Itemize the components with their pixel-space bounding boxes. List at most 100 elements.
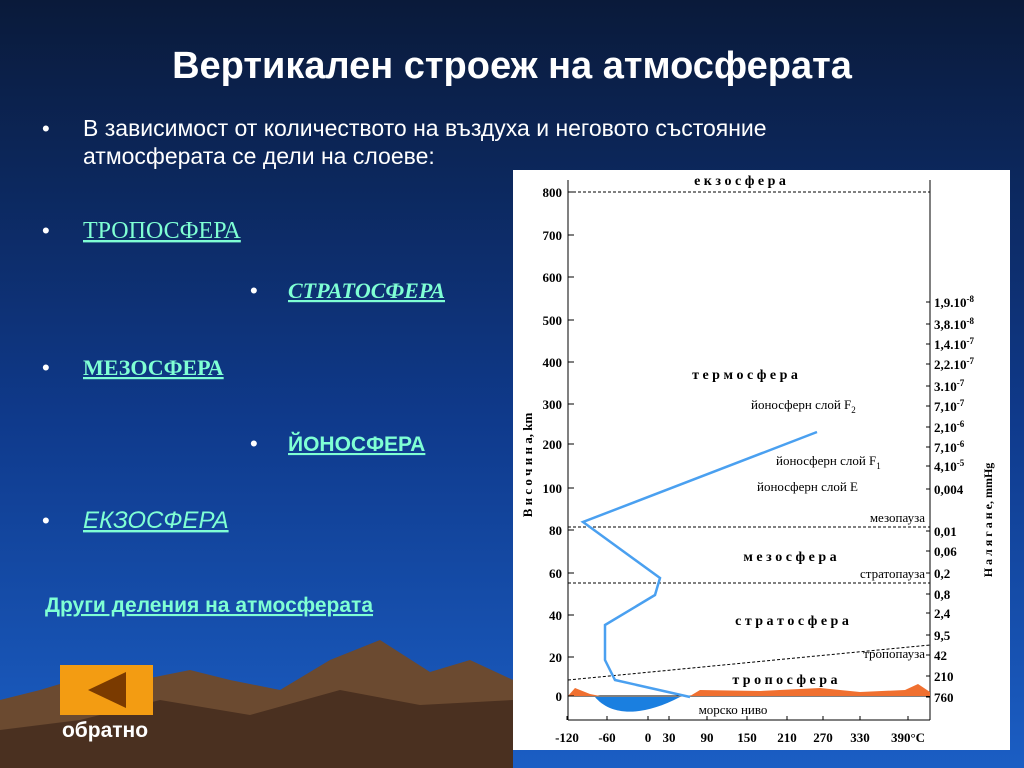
x-tick-label: 90 xyxy=(701,730,714,745)
pressure-label-text: 2,10 xyxy=(934,420,957,435)
pressure-label: 2,4 xyxy=(934,606,951,621)
layer-label-text: йоносферн слой F xyxy=(776,453,876,468)
layer-label-text: т р о п о с ф е р а xyxy=(732,673,837,688)
layer-label-text: тропопауза xyxy=(863,646,925,661)
y-tick-label: 200 xyxy=(543,437,563,452)
pressure-label: 7,10-6 xyxy=(934,439,965,455)
intro-text: В зависимост от количеството на въздуха … xyxy=(83,115,767,141)
link[interactable]: ЕКЗОСФЕРА xyxy=(83,507,229,534)
layer-label: т р о п о с ф е р а xyxy=(732,673,837,688)
pressure-label-sup: -5 xyxy=(957,458,965,468)
diagram: В и с о ч и н а, km Н а л я г а н е, mmH… xyxy=(513,170,1010,750)
pressure-label-text: 2,2.10 xyxy=(934,357,967,372)
layer-label-text: йоносферн слой F xyxy=(751,397,851,412)
pressure-label: 2,10-6 xyxy=(934,419,965,435)
pressure-label-text: 3.10 xyxy=(934,379,957,394)
pressure-axis-label: Н а л я г а н е, mmHg xyxy=(981,463,995,578)
temperature-curve xyxy=(580,430,818,699)
layer-label-text: м е з о с ф е р а xyxy=(743,550,836,565)
bullet: • xyxy=(42,116,50,141)
ground xyxy=(568,684,930,696)
pressure-label-text: 7,10 xyxy=(934,399,957,414)
layer-label: стратопауза xyxy=(860,566,925,581)
pressure-label: 760 xyxy=(934,690,954,705)
pressure-label: 0,06 xyxy=(934,544,957,559)
link[interactable]: Други деления на атмосферата xyxy=(45,594,373,617)
x-tick-label: 210 xyxy=(777,730,797,745)
pressure-label: 1,9.10-8 xyxy=(934,294,974,310)
intro-text: атмосферата се дели на слоеве: xyxy=(83,143,435,169)
y-tick-label: 0 xyxy=(556,689,563,704)
pressure-label-text: 3,8.10 xyxy=(934,317,967,332)
pressure-label-text: 0,2 xyxy=(934,566,950,581)
pressure-label-text: 210 xyxy=(934,669,954,684)
y-tick-label: 40 xyxy=(549,608,562,623)
y-tick-label: 20 xyxy=(549,650,562,665)
layer-label: йоносферн слой F1 xyxy=(776,453,881,471)
x-tick-label: 30 xyxy=(663,730,676,745)
pressure-label-sup: -8 xyxy=(967,316,975,326)
link[interactable]: ЙОНОСФЕРА xyxy=(288,432,425,456)
x-tick-label: 270 xyxy=(813,730,833,745)
pressure-label-sup: -7 xyxy=(957,398,965,408)
x-tick-label: 330 xyxy=(850,730,870,745)
layer-label-text: е к з о с ф е р а xyxy=(694,174,786,189)
pressure-label: 7,10-7 xyxy=(934,398,965,414)
pressure-label-sup: -8 xyxy=(967,294,975,304)
pressure-label-text: 1,4.10 xyxy=(934,337,967,352)
pressure-label-text: 9,5 xyxy=(934,628,951,643)
boundary xyxy=(567,644,931,681)
layer-label-text: с т р а т о с ф е р а xyxy=(735,614,849,629)
pressure-label: 4,10-5 xyxy=(934,458,965,474)
pressure-label-text: 760 xyxy=(934,690,954,705)
pressure-label: 0,004 xyxy=(934,482,964,497)
pressure-label: 9,5 xyxy=(934,628,951,643)
x-tick-label: -120 xyxy=(555,730,579,745)
pressure-label-sup: -7 xyxy=(967,356,975,366)
layer-label-sub: 2 xyxy=(851,405,856,415)
link[interactable]: МЕЗОСФЕРА xyxy=(83,355,224,380)
y-tick-label: 100 xyxy=(543,481,563,496)
layer-label: с т р а т о с ф е р а xyxy=(735,614,849,629)
y-tick-label: 800 xyxy=(543,185,563,200)
pressure-label-text: 0,004 xyxy=(934,482,964,497)
x-tick-label: 150 xyxy=(737,730,757,745)
x-tick-label: 0 xyxy=(645,730,652,745)
layer-label-text: т е р м о с ф е р а xyxy=(692,368,798,383)
pressure-label-text: 1,9.10 xyxy=(934,295,967,310)
pressure-label: 42 xyxy=(934,648,947,663)
y-tick-label: 700 xyxy=(543,228,563,243)
layer-label-sub: 1 xyxy=(876,461,881,471)
bullet: • xyxy=(42,355,50,380)
link[interactable]: СТРАТОСФЕРА xyxy=(288,278,445,303)
pressure-label-text: 0,8 xyxy=(934,587,951,602)
pressure-label: 0,2 xyxy=(934,566,950,581)
layer-label: йоносферн слой Е xyxy=(757,479,858,494)
y-tick-label: 300 xyxy=(543,397,563,412)
layer-label: мезопауза xyxy=(870,510,925,525)
layer-label: тропопауза xyxy=(863,646,925,661)
sea xyxy=(595,697,680,712)
x-tick-label: 390°C xyxy=(891,730,925,745)
pressure-label-text: 0,01 xyxy=(934,524,957,539)
layer-label: морско ниво xyxy=(699,702,768,717)
y-axis-label: В и с о ч и н а, km xyxy=(520,413,535,518)
bullet: • xyxy=(42,508,50,533)
back-arrow[interactable] xyxy=(88,672,126,708)
layer-label: м е з о с ф е р а xyxy=(743,550,836,565)
layer-label-text: морско ниво xyxy=(699,702,768,717)
link[interactable]: ТРОПОСФЕРА xyxy=(83,218,241,244)
pressure-label: 210 xyxy=(934,669,954,684)
pressure-label: 3,8.10-8 xyxy=(934,316,974,332)
pressure-label: 1,4.10-7 xyxy=(934,336,974,352)
layer-label: т е р м о с ф е р а xyxy=(692,368,798,383)
pressure-label-text: 7,10 xyxy=(934,440,957,455)
y-tick-label: 500 xyxy=(543,313,563,328)
back-button[interactable]: обратно xyxy=(60,665,153,742)
pressure-label: 2,2.10-7 xyxy=(934,356,974,372)
button-label[interactable]: обратно xyxy=(62,719,148,742)
x-tick-label: -60 xyxy=(598,730,615,745)
y-tick-label: 600 xyxy=(543,270,563,285)
